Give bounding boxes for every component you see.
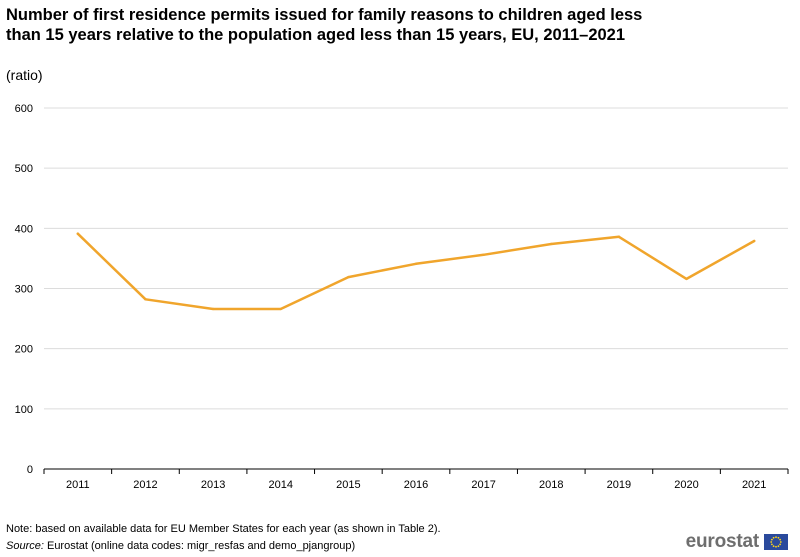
- data-point-2016: [414, 262, 418, 266]
- series-line: [76, 232, 756, 311]
- source-label: Source:: [6, 540, 44, 552]
- x-tick-label: 2017: [471, 479, 495, 491]
- x-tick-label: 2016: [404, 479, 428, 491]
- data-point-2021: [752, 239, 756, 243]
- x-tick-label: 2019: [607, 479, 631, 491]
- chart-source: Source: Eurostat (online data codes: mig…: [6, 539, 355, 553]
- logo-text: eurostat: [685, 531, 760, 552]
- y-tick-label: 500: [15, 163, 33, 175]
- gridlines: [44, 107, 788, 410]
- y-axis-tick-labels: 0 100 200 300 400 500 600: [15, 103, 33, 476]
- data-point-2012: [144, 298, 147, 301]
- data-point-2018: [550, 242, 553, 246]
- x-tick-label: 2014: [268, 479, 292, 491]
- y-tick-label: 300: [15, 284, 33, 296]
- eurostat-logo: eurostat: [686, 531, 788, 553]
- x-tick-label: 2011: [66, 479, 90, 491]
- data-point-2015: [347, 275, 350, 279]
- x-tick-label: 2018: [539, 479, 563, 491]
- x-tick-label: 2015: [336, 479, 360, 491]
- eu-flag-icon: [764, 534, 788, 550]
- data-point-2020: [685, 277, 688, 281]
- source-text: Eurostat (online data codes: migr_resfas…: [43, 540, 356, 552]
- series-lines: [76, 232, 756, 311]
- x-tick-label: 2020: [674, 479, 698, 491]
- y-tick-label: 0: [27, 464, 33, 476]
- x-tick-label: 2021: [742, 479, 766, 491]
- x-tick-label: 2013: [201, 479, 225, 491]
- data-point-2014: [279, 307, 282, 311]
- y-tick-label: 100: [15, 404, 33, 416]
- data-point-2017: [482, 253, 485, 257]
- data-point-2011: [76, 232, 80, 235]
- chart-subtitle: (ratio): [6, 67, 43, 83]
- y-tick-label: 600: [15, 103, 33, 115]
- data-point-2013: [211, 307, 215, 311]
- chart-note: Note: based on available data for EU Mem…: [6, 523, 441, 535]
- x-tick-label: 2012: [133, 479, 157, 491]
- chart-title: Number of first residence permits issued…: [6, 6, 643, 44]
- x-axis: 2011 2012 2013 2014 2015 2016 2017 2018 2019 2020…: [43, 468, 789, 491]
- y-tick-label: 400: [15, 223, 33, 235]
- y-tick-label: 200: [15, 344, 33, 356]
- data-point-2019: [617, 235, 621, 238]
